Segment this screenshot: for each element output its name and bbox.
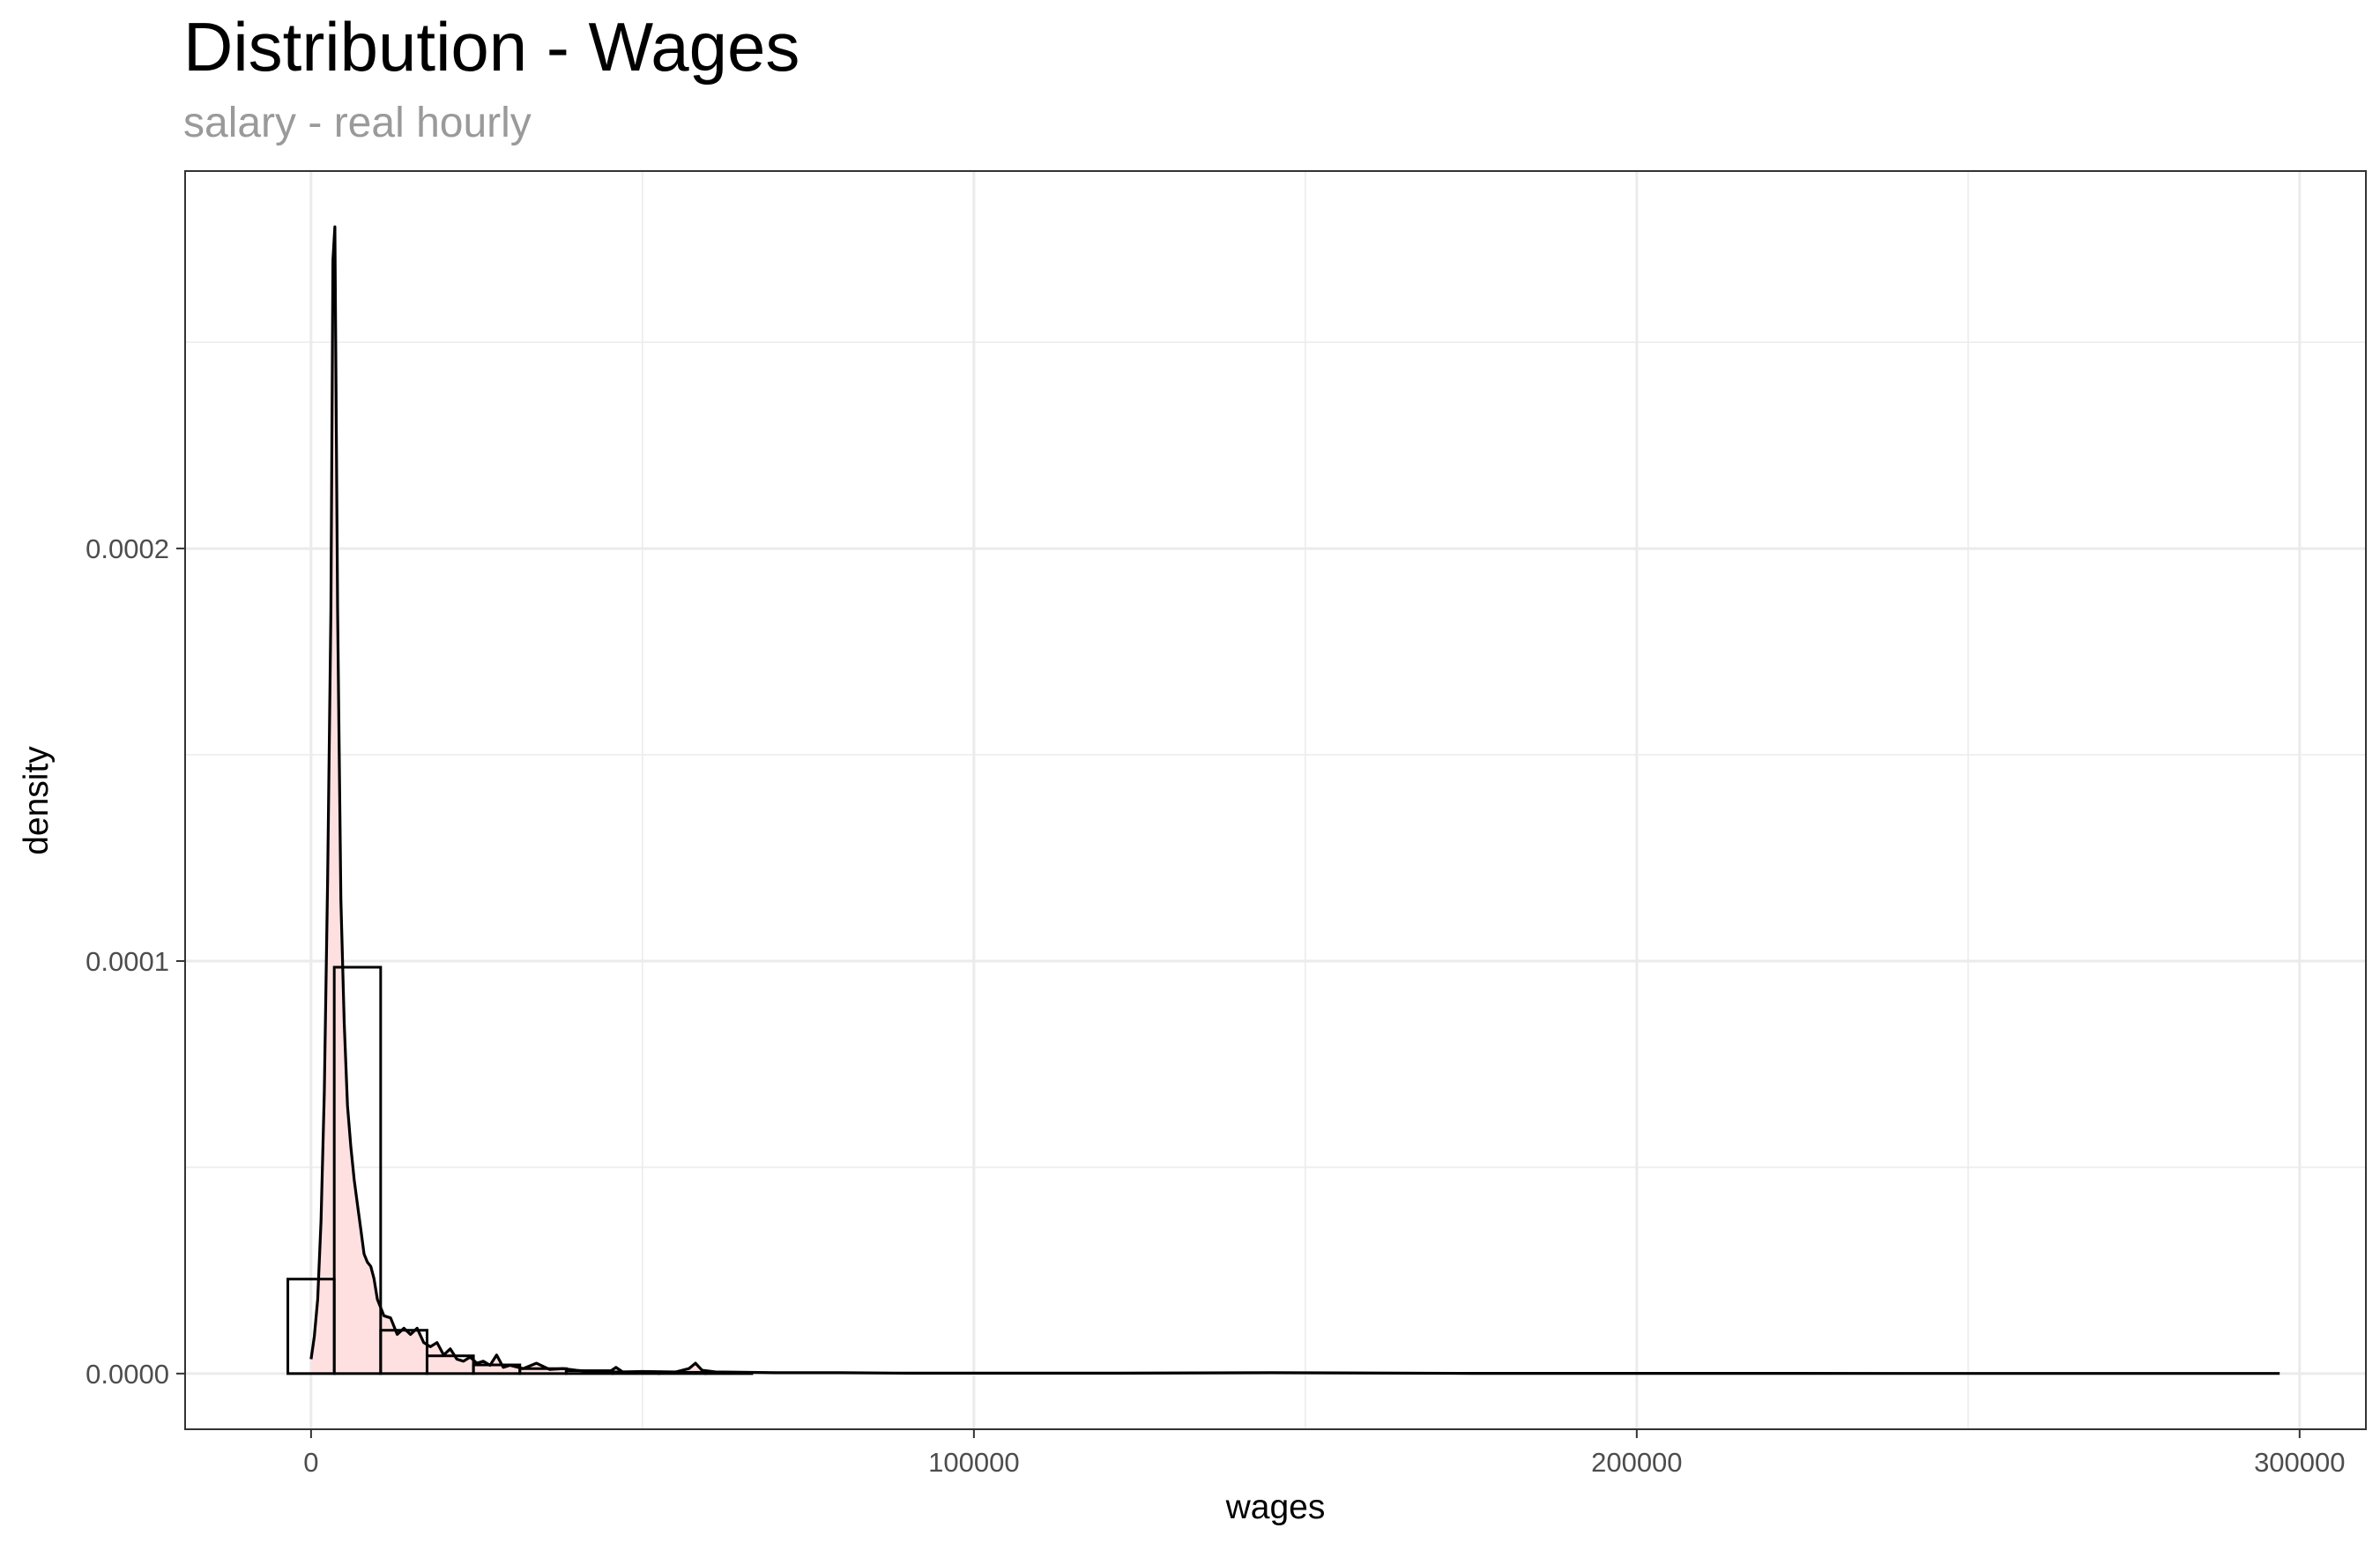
x-tick-label: 100000 <box>928 1447 1019 1478</box>
x-tick-label: 0 <box>303 1447 318 1478</box>
x-axis: 0 100000 200000 300000 <box>303 1429 2346 1478</box>
x-tick-label: 200000 <box>1591 1447 1682 1478</box>
y-axis-title: density <box>18 746 56 855</box>
chart-title: Distribution - Wages <box>183 8 800 86</box>
y-tick-label: 0.0002 <box>86 533 169 564</box>
x-axis-title: wages <box>1225 1488 1326 1526</box>
panel-border <box>184 170 2367 1430</box>
x-tick-label: 300000 <box>2254 1447 2345 1478</box>
y-axis: 0.0000 0.0001 0.0002 <box>86 533 185 1390</box>
y-tick-label: 0.0000 <box>86 1359 169 1390</box>
grid-lines <box>185 171 2366 1429</box>
density-area <box>310 227 2280 1374</box>
density-line <box>309 225 2280 1375</box>
density-line-layer <box>309 225 2280 1375</box>
y-tick-label: 0.0001 <box>86 946 169 977</box>
histogram-bar <box>379 1329 428 1375</box>
histogram-bar <box>332 965 383 1375</box>
chart-subtitle: salary - real hourly <box>183 100 532 146</box>
density-area-layer <box>310 227 2280 1374</box>
